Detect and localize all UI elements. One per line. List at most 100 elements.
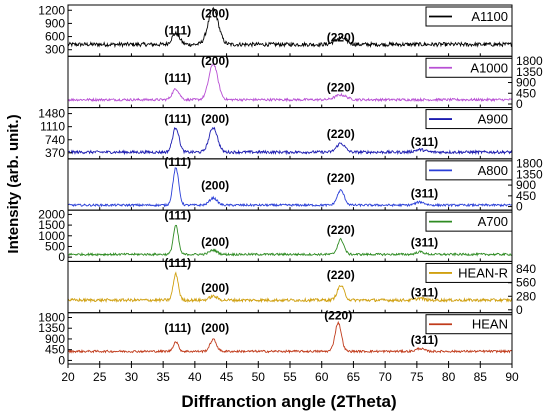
peak-label: (200)	[201, 54, 229, 68]
legend-a800: A800	[425, 160, 513, 181]
y-tick-label: 1800	[38, 310, 65, 324]
y-tick-label: 1500	[38, 218, 65, 232]
peak-label: (111)	[164, 112, 191, 126]
x-tick-label: 75	[410, 370, 424, 384]
y-tick-label: 0	[58, 353, 65, 367]
x-tick-label: 30	[125, 370, 139, 384]
y-tick-label: 1350	[516, 65, 543, 79]
y-tick-label: 0	[516, 303, 523, 317]
y-tick-label: 1110	[40, 120, 65, 134]
y-tick-label: 1350	[516, 167, 543, 181]
legend-label: A1000	[470, 60, 508, 75]
peak-label: (220)	[327, 223, 355, 237]
x-axis-title: Diffranction angle (2Theta)	[181, 392, 396, 411]
y-tick-label: 450	[45, 343, 65, 357]
panels-layer: 3006009001200(111)(200)(220)A11000450900…	[38, 3, 543, 367]
peak-label: (220)	[327, 127, 355, 141]
y-tick-label: 1000	[38, 229, 65, 243]
peak-label: (200)	[201, 321, 229, 335]
legend-label: HEAN-R	[458, 265, 508, 280]
peak-label: (111)	[164, 321, 191, 335]
legend-hean: HEAN	[425, 314, 513, 335]
legend-box	[425, 57, 513, 78]
x-tick-label: 35	[156, 370, 170, 384]
series-line-a1000	[67, 63, 513, 103]
y-tick-label: 840	[516, 262, 536, 276]
y-axis-title: Intensity (arb. unit.)	[5, 114, 22, 253]
peak-label: (311)	[411, 236, 438, 250]
legend-box	[425, 109, 513, 130]
peak-label: (200)	[201, 6, 229, 20]
y-tick-label: 900	[516, 178, 536, 192]
peak-label: (220)	[327, 268, 355, 282]
peak-label: (311)	[411, 187, 438, 201]
x-axis: 20 25 30 35 40 45 50 55 60 65 70 75 80 85 90	[61, 364, 519, 384]
x-tick-label: 50	[252, 370, 266, 384]
x-tick-label: 85	[474, 370, 488, 384]
legend-label: A900	[478, 112, 508, 127]
series-line-a800	[67, 167, 513, 208]
legend-box	[425, 262, 513, 283]
y-tick-label: 900	[45, 16, 65, 30]
x-tick-label: 40	[188, 370, 202, 384]
peak-label: (200)	[201, 281, 229, 295]
y-tick-label: 1480	[38, 107, 65, 121]
peak-label: (111)	[164, 155, 191, 169]
y-tick-label: 500	[45, 239, 65, 253]
legend-label: HEAN	[472, 317, 508, 332]
series-line-hean-r	[67, 271, 513, 304]
peak-label: (111)	[164, 71, 191, 85]
y-tick-label: 450	[516, 189, 536, 203]
peak-label: (311)	[411, 333, 438, 347]
y-tick-label: 1200	[38, 3, 65, 17]
y-tick-label: 0	[58, 250, 65, 264]
y-tick-label: 2000	[38, 207, 65, 221]
x-tick-label: 90	[505, 370, 519, 384]
peak-label: (111)	[164, 208, 191, 222]
legend-a1100: A1100	[425, 6, 513, 27]
y-tick-label: 900	[45, 332, 65, 346]
legend-a700: A700	[425, 211, 513, 232]
legend-label: A800	[478, 163, 508, 178]
peak-label: (200)	[201, 179, 229, 193]
x-tick-label: 70	[378, 370, 392, 384]
legend-label: A1100	[471, 9, 508, 24]
legend-a900: A900	[425, 109, 513, 130]
legend-label: A700	[478, 214, 508, 229]
series-line-a700	[67, 224, 513, 257]
peak-label: (220)	[327, 30, 355, 44]
x-tick-label: 45	[220, 370, 234, 384]
peak-label: (200)	[201, 235, 229, 249]
legend-box	[425, 160, 513, 181]
x-tick-label: 60	[315, 370, 329, 384]
peak-label: (220)	[327, 80, 355, 94]
series-line-a900	[67, 126, 513, 156]
peak-label: (311)	[411, 135, 438, 149]
legend-hean-r: HEAN-R	[425, 262, 513, 283]
legend-a1000: A1000	[425, 57, 513, 78]
x-tick-label: 20	[61, 370, 75, 384]
y-tick-label: 900	[516, 76, 536, 90]
x-tick-label: 80	[442, 370, 456, 384]
x-tick-label: 65	[347, 370, 361, 384]
y-tick-label: 370	[45, 146, 65, 160]
y-tick-label: 600	[45, 30, 65, 44]
x-tick-label: 55	[283, 370, 297, 384]
x-tick-label: 25	[93, 370, 107, 384]
y-tick-label: 0	[516, 97, 523, 111]
legend-box	[425, 314, 513, 335]
peak-label: (111)	[164, 256, 191, 270]
series-line-hean	[67, 320, 513, 354]
peak-label: (311)	[411, 285, 438, 299]
y-tick-label: 740	[45, 133, 65, 147]
legend-box	[425, 6, 513, 27]
y-tick-label: 300	[45, 43, 65, 57]
